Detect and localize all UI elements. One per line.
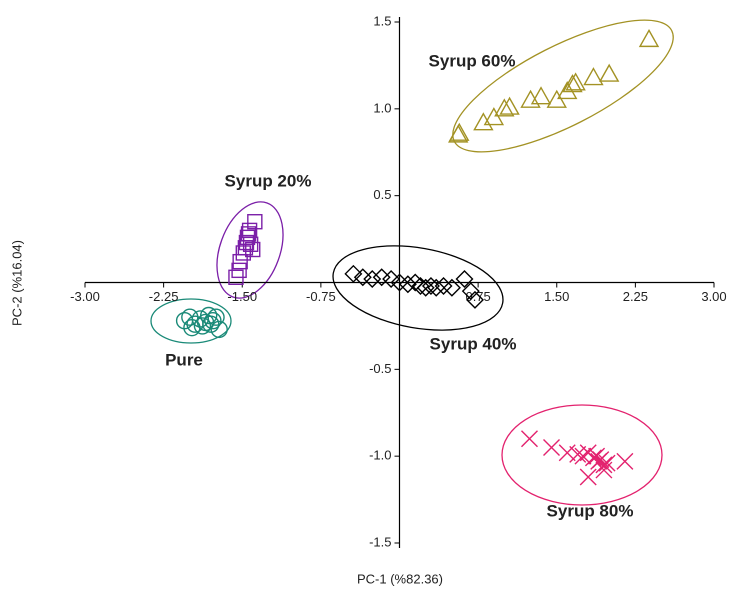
cluster-ellipse <box>150 298 232 344</box>
cluster-ellipse <box>501 404 663 506</box>
y-tick-label: 1.5 <box>373 13 391 28</box>
y-axis-label: PC-2 (%16.04) <box>9 240 24 326</box>
point <box>499 96 520 115</box>
series-label: Syrup 40% <box>430 334 517 353</box>
x-tick-label: 2.25 <box>623 289 648 304</box>
y-tick-label: -1.5 <box>369 534 391 549</box>
series-label: Pure <box>165 350 203 369</box>
point <box>461 282 480 301</box>
point <box>247 214 263 230</box>
point <box>210 320 228 339</box>
point <box>465 290 484 309</box>
series-label: Syrup 60% <box>429 51 516 70</box>
point <box>344 264 363 283</box>
point <box>494 98 515 117</box>
point <box>245 241 261 258</box>
y-tick-label: 1.0 <box>373 100 391 115</box>
point <box>200 306 218 325</box>
x-tick-label: -3.00 <box>70 289 100 304</box>
point <box>434 276 453 295</box>
point <box>520 430 538 448</box>
point <box>562 74 583 93</box>
cluster-ellipse <box>452 19 674 153</box>
point <box>584 449 602 467</box>
point <box>574 447 592 465</box>
x-tick-label: 3.00 <box>701 289 726 304</box>
y-tick-label: -0.5 <box>369 361 391 376</box>
series-label: Syrup 80% <box>547 501 634 520</box>
point <box>520 89 541 108</box>
point <box>442 278 461 297</box>
series-label: Syrup 20% <box>225 171 312 190</box>
point <box>543 438 561 456</box>
x-tick-label: -2.25 <box>149 289 179 304</box>
point <box>204 312 222 330</box>
cluster-ellipse <box>332 245 504 331</box>
point <box>579 468 597 486</box>
point <box>558 444 576 462</box>
point <box>231 262 247 279</box>
point <box>240 226 257 242</box>
point <box>569 445 587 463</box>
point <box>363 270 382 289</box>
point <box>583 67 604 86</box>
point <box>595 456 613 474</box>
point <box>455 270 474 289</box>
x-tick-label: 1.50 <box>544 289 569 304</box>
point <box>638 28 660 48</box>
point <box>183 318 201 337</box>
point <box>421 276 440 295</box>
point <box>242 236 259 252</box>
point <box>398 275 417 294</box>
point <box>193 317 212 335</box>
point <box>382 270 401 289</box>
x-tick-label: 0.75 <box>465 289 490 304</box>
point <box>616 452 634 470</box>
cluster-ellipse <box>216 201 284 299</box>
x-tick-label: -0.75 <box>306 289 336 304</box>
point <box>565 72 586 91</box>
y-tick-label: -1.0 <box>369 448 391 463</box>
x-axis-label: PC-1 (%82.36) <box>357 571 443 586</box>
x-tick-label: -1.50 <box>227 289 257 304</box>
point <box>406 273 425 292</box>
point <box>202 315 220 333</box>
y-tick-label: 0.5 <box>373 187 391 202</box>
point <box>598 63 620 82</box>
point <box>595 461 613 479</box>
point <box>473 112 494 131</box>
point <box>530 86 552 105</box>
point <box>427 278 446 297</box>
point <box>449 122 470 141</box>
